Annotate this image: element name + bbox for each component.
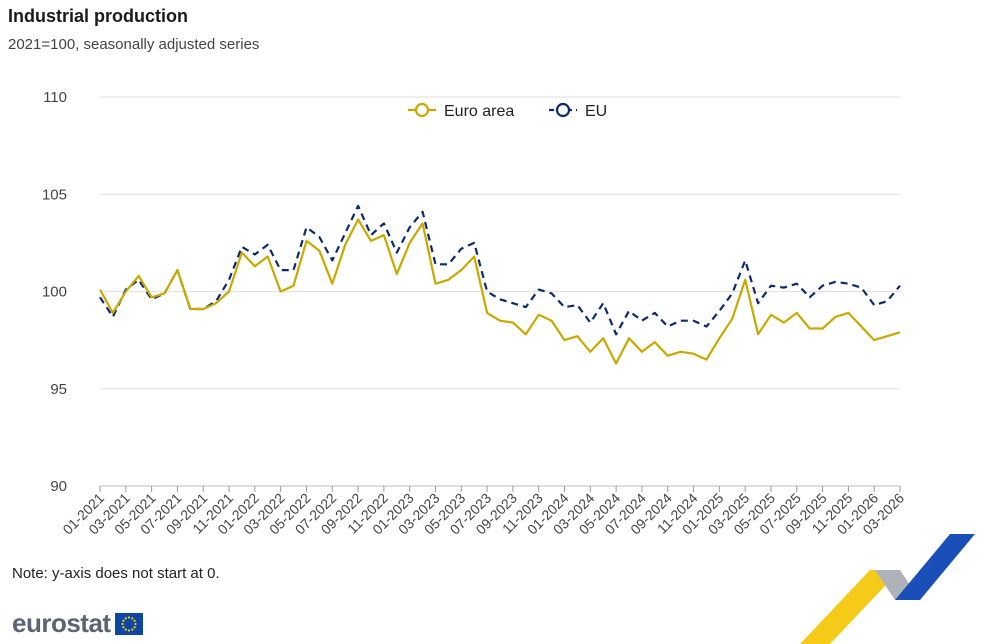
x-axis: 01-202103-202105-202107-202109-202111-20… <box>59 486 907 537</box>
line-chart: 90 95 100 105 110 01-202103-202105-202107-20… <box>42 89 907 537</box>
legend-marker <box>555 102 571 118</box>
legend-item-euro-area[interactable]: Euro area <box>408 102 514 120</box>
decorative-swoosh-icon <box>800 534 975 644</box>
y-tick-label: 105 <box>42 186 67 203</box>
legend-label: EU <box>585 103 607 120</box>
legend-item-eu[interactable]: EU <box>549 102 607 120</box>
y-tick-label: 110 <box>43 89 67 106</box>
y-tick-label: 90 <box>50 478 67 495</box>
chart-title: Industrial production <box>8 6 188 26</box>
series-lines <box>99 204 901 365</box>
y-axis: 90 95 100 105 110 <box>42 89 67 495</box>
chart-note: Note: y-axis does not start at 0. <box>12 565 220 582</box>
grid-lines <box>100 96 900 487</box>
legend-label: Euro area <box>444 103 514 120</box>
series-line-euro-area[interactable] <box>99 218 901 365</box>
series-line-eu[interactable] <box>99 204 901 336</box>
logo-text: eurostat <box>12 608 111 638</box>
legend[interactable]: Euro area EU <box>408 102 607 120</box>
eu-flag-icon <box>114 612 143 635</box>
y-tick-label: 100 <box>42 284 67 301</box>
y-tick-label: 95 <box>50 381 67 398</box>
legend-marker <box>414 102 430 118</box>
chart-subtitle: 2021=100, seasonally adjusted series <box>8 36 260 53</box>
eurostat-logo[interactable]: eurostat <box>12 608 143 639</box>
